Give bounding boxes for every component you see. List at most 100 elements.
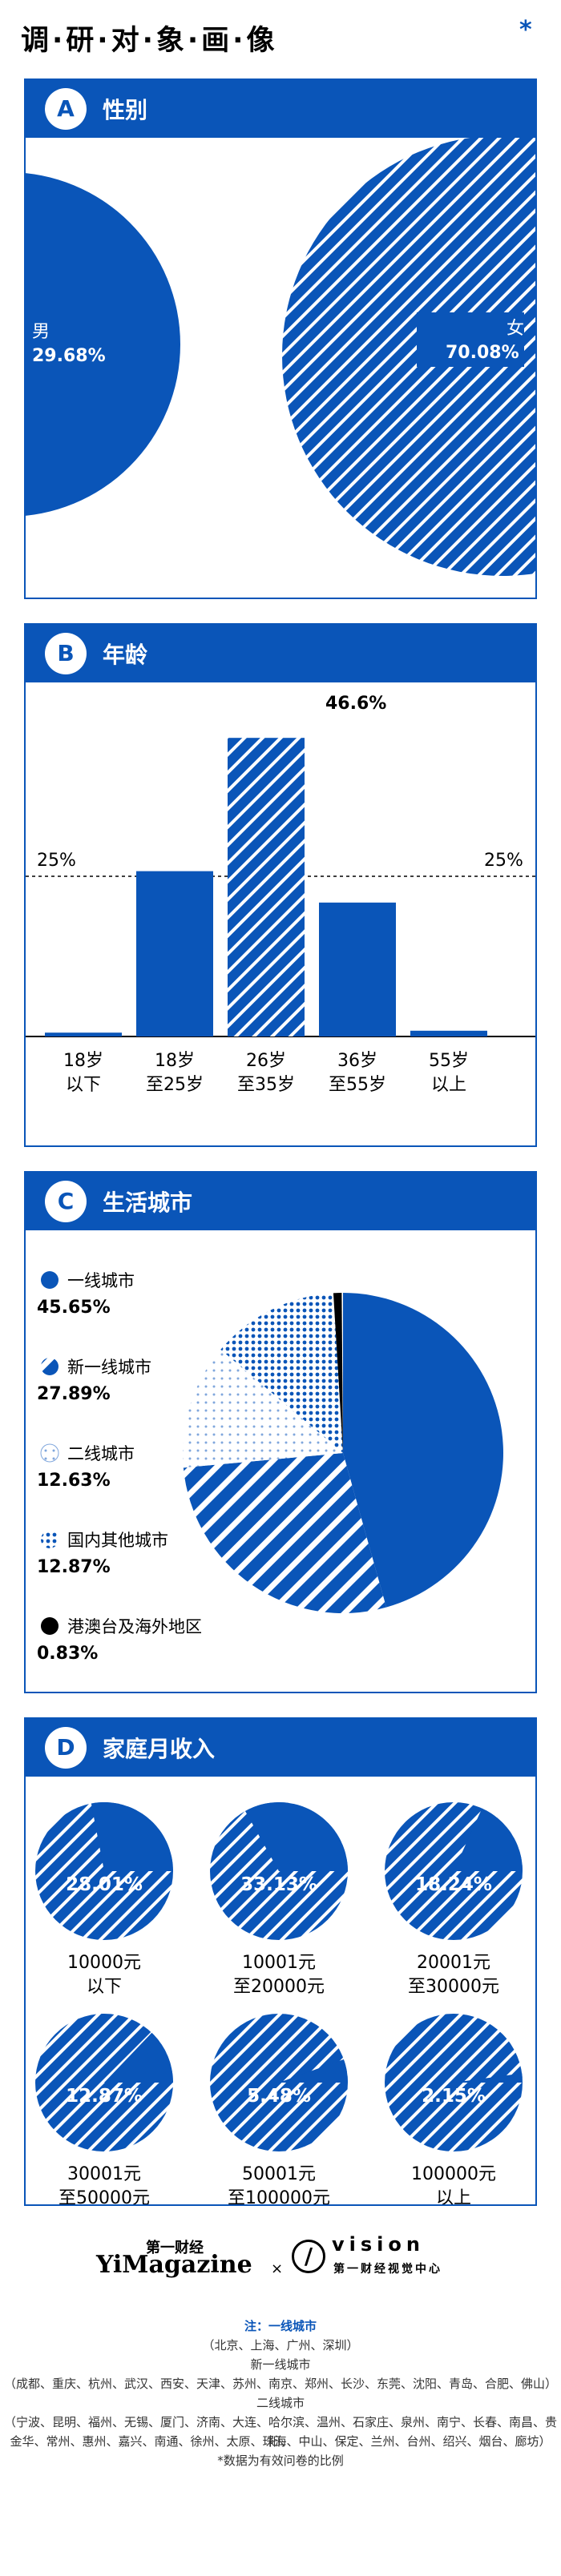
income-bracket-label: 100000元 <box>411 2164 496 2184</box>
bubble-female <box>282 138 535 576</box>
legend-name: 新一线城市 <box>67 1358 151 1377</box>
income-bracket-label: 至20000元 <box>233 1977 325 1997</box>
footnote-line: （成都、重庆、杭州、武汉、西安、天津、苏州、南京、郑州、长沙、东莞、沈阳、青岛、… <box>3 2377 557 2391</box>
section-title: 性别 <box>103 97 148 123</box>
income-pie-value: 2.15% <box>422 2086 486 2107</box>
income-bracket-label: 以上 <box>435 2188 471 2206</box>
reference-line-label-right: 25% <box>484 851 523 871</box>
age-peak-value-label: 46.6% <box>325 694 387 714</box>
section-title: 生活城市 <box>103 1189 193 1216</box>
income-panel-header: D 家庭月收入 <box>26 1719 535 1777</box>
income-bracket-label: 至100000元 <box>228 2188 330 2206</box>
city-pie-slice <box>333 1293 343 1453</box>
age-bar <box>319 902 396 1036</box>
age-tick-label: 以上 <box>430 1075 466 1095</box>
age-bar <box>136 871 213 1036</box>
age-tick-label: 55岁 <box>429 1051 469 1071</box>
city-pie-slice <box>220 1293 343 1453</box>
yimagazine-logo-en: YiMagazine <box>96 2251 252 2279</box>
income-pie-grid <box>35 1802 523 2151</box>
female-value: 70.08% <box>446 343 519 363</box>
income-bracket-label: 10000元 <box>67 1953 141 1973</box>
male-label: 男 <box>32 322 50 342</box>
age-bar <box>228 738 305 1036</box>
income-pie-value: 28.01% <box>66 1874 143 1895</box>
income-pie-value: 12.87% <box>66 2086 143 2107</box>
vision-logo-mark: / <box>292 2240 325 2273</box>
age-panel: B 年龄 46.6% 25% 25% 18岁以下 18岁至25岁 26岁至35岁 36… <box>24 623 537 1147</box>
age-panel-header: B 年龄 <box>26 625 535 682</box>
city-panel: C 生活城市 一线城市 45.65% 新一线城市 27.89% 二线城市 12.63% 国内… <box>24 1171 537 1693</box>
age-tick-label: 26岁 <box>246 1051 286 1071</box>
age-tick-label: 18岁 <box>155 1051 195 1071</box>
income-bracket-label: 10001元 <box>242 1953 316 1973</box>
footnote-line: *数据为有效问卷的比例 <box>217 2453 344 2468</box>
income-bracket-label: 50001元 <box>242 2164 316 2184</box>
legend-name: 国内其他城市 <box>67 1531 168 1550</box>
age-tick-label: 36岁 <box>337 1051 377 1071</box>
reference-line-label-left: 25% <box>37 851 76 871</box>
income-panel: D 家庭月收入 28.01% 10000元 以下 33.13% 10001元 至20000… <box>24 1717 537 2206</box>
footnote-line: 金华、常州、惠州、嘉兴、南通、徐州、太原、珠海、中山、保定、兰州、台州、绍兴、烟… <box>10 2434 551 2449</box>
footnote-line: 二线城市 <box>256 2396 305 2410</box>
male-value: 29.68% <box>32 346 106 366</box>
section-letter-badge: D <box>45 1727 87 1769</box>
income-bracket-label: 30001元 <box>67 2164 141 2184</box>
gender-panel: A 性别 男 29.68% 女 70.08% <box>24 78 537 599</box>
legend-swatch <box>41 1531 59 1548</box>
city-panel-header: C 生活城市 <box>26 1173 535 1230</box>
income-bracket-label: 至50000元 <box>59 2188 150 2206</box>
legend-swatch <box>41 1358 59 1375</box>
income-pie-slice <box>454 1808 523 1871</box>
legend-value: 12.87% <box>37 1557 111 1577</box>
age-bar <box>45 1032 122 1036</box>
legend-name: 港澳台及海外地区 <box>67 1617 202 1636</box>
section-title: 家庭月收入 <box>103 1736 216 1762</box>
legend-value: 12.63% <box>37 1471 111 1491</box>
legend-value: 27.89% <box>37 1384 111 1404</box>
page-title: 调·研·对·象·画·像 <box>21 25 278 57</box>
footnote-line: 新一线城市 <box>250 2357 311 2372</box>
female-label: 女 <box>507 319 525 339</box>
age-tick-label: 以下 <box>65 1075 101 1095</box>
city-pie-slice <box>182 1349 343 1468</box>
logo-separator: × <box>271 2260 284 2277</box>
gender-panel-header: A 性别 <box>26 80 535 138</box>
income-pie-value: 33.13% <box>240 1874 317 1895</box>
section-letter-badge: A <box>45 88 87 130</box>
income-pie-slice <box>279 2059 348 2083</box>
female-label-backdrop <box>417 312 524 367</box>
income-bracket-label: 20001元 <box>417 1953 490 1973</box>
section-title: 年龄 <box>103 642 148 668</box>
legend-value: 0.83% <box>37 1644 99 1664</box>
footnote-line: 注：一线城市 <box>244 2319 317 2333</box>
legend-name: 一线城市 <box>67 1271 135 1290</box>
city-pie-slice <box>183 1453 386 1613</box>
footnote-line: （北京、上海、广州、深圳） <box>202 2338 359 2353</box>
income-pie-value: 18.24% <box>415 1874 492 1895</box>
income-pie-slice <box>91 1802 173 1871</box>
bubble-male <box>26 173 180 516</box>
income-bracket-label: 至30000元 <box>408 1977 499 1997</box>
gender-bubble-chart <box>26 138 535 576</box>
legend-value: 45.65% <box>37 1298 111 1318</box>
section-letter-badge: B <box>45 633 87 674</box>
legend-swatch <box>41 1271 59 1289</box>
income-pie-slice <box>104 2032 173 2083</box>
city-pie-slice <box>343 1293 503 1608</box>
legend-swatch <box>41 1617 59 1635</box>
age-bar-chart <box>26 738 535 1037</box>
income-pie-slice <box>454 2073 523 2083</box>
age-tick-label: 至35岁 <box>237 1075 295 1095</box>
footnote-line: （宁波、昆明、福州、无锡、厦门、济南、大连、哈尔滨、温州、石家庄、泉州、南宁、长… <box>3 2415 557 2449</box>
age-tick-label: 18岁 <box>63 1051 103 1071</box>
income-pie-value: 5.48% <box>247 2086 311 2107</box>
income-pie-slice <box>244 1802 348 1871</box>
asterisk-note-marker: * <box>519 16 532 44</box>
city-pie-chart <box>40 1271 503 1635</box>
yimagazine-logo-cn: 第一财经 <box>146 2240 204 2256</box>
vision-logo-cn: 第一财经视觉中心 <box>333 2263 442 2276</box>
age-tick-label: 至55岁 <box>329 1075 386 1095</box>
legend-swatch <box>40 1443 59 1463</box>
age-tick-label: 至25岁 <box>146 1075 204 1095</box>
